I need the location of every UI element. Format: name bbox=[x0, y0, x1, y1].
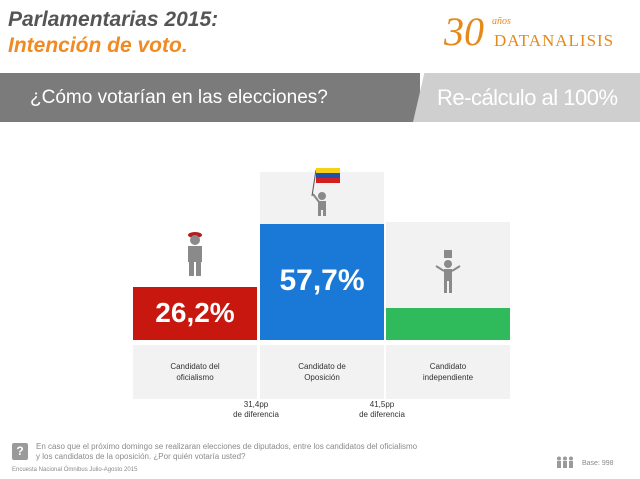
page-subtitle: Intención de voto. bbox=[8, 34, 188, 57]
people-icon bbox=[557, 456, 573, 468]
logo-number: 30 bbox=[444, 9, 484, 54]
recalc-banner bbox=[413, 73, 640, 122]
difference-caption-2: de diferencia bbox=[359, 410, 405, 419]
independent-figure-icon bbox=[435, 249, 461, 293]
datanalisis-logo: 30 años DATANALISIS bbox=[444, 10, 634, 58]
source-note: Encuesta Nacional Ómnibus Julio-Agosto 2… bbox=[12, 467, 138, 473]
value-label-oficialismo: 26,2% bbox=[155, 296, 235, 328]
candidate-label-oficialismo-line-2: oficialismo bbox=[176, 373, 214, 382]
difference-label-1: 31,4pp de diferencia bbox=[216, 400, 296, 420]
question-banner bbox=[0, 73, 420, 122]
candidate-box-oficialismo bbox=[133, 345, 257, 399]
candidate-label-independiente-line-2: independiente bbox=[422, 373, 474, 382]
survey-question-line-2: y los candidatos de la oposición. ¿Por q… bbox=[36, 452, 246, 461]
difference-label-2: 41,5pp de diferencia bbox=[342, 400, 422, 420]
survey-question-line-1: En caso que el próximo domingo se realiz… bbox=[36, 442, 418, 451]
candidate-label-oficialismo-line-1: Candidato del bbox=[170, 362, 220, 371]
official-figure-icon bbox=[188, 232, 202, 277]
banner-recalc: Re-cálculo al 100% bbox=[437, 85, 618, 110]
candidate-label-independiente-line-1: Candidato bbox=[429, 362, 467, 371]
candidate-box-oposicion bbox=[260, 345, 384, 399]
sample-base: Base: 998 bbox=[582, 460, 614, 467]
bar-independiente bbox=[386, 307, 510, 340]
candidate-label-oposicion: Candidato de Oposición bbox=[260, 361, 384, 383]
logo-anos: años bbox=[492, 16, 511, 27]
bar-oposicion bbox=[260, 224, 384, 340]
banner-question: ¿Cómo votarían en las elecciones? bbox=[30, 87, 328, 108]
value-label-independiente: 16,1% bbox=[408, 306, 488, 338]
page-title: Parlamentarias 2015: bbox=[8, 8, 219, 31]
bar-oficialismo bbox=[133, 287, 257, 340]
value-label-oposicion: 57,7% bbox=[279, 264, 365, 297]
candidate-label-oposicion-line-2: Oposición bbox=[304, 373, 340, 382]
candidate-box-independiente bbox=[386, 345, 510, 399]
candidate-label-oposicion-line-1: Candidato de bbox=[298, 362, 346, 371]
candidate-label-independiente: Candidato independiente bbox=[386, 361, 510, 383]
candidate-label-oficialismo: Candidato del oficialismo bbox=[133, 361, 257, 383]
survey-question: En caso que el próximo domingo se realiz… bbox=[36, 442, 506, 462]
difference-value-2: 41,5pp bbox=[369, 400, 395, 409]
opposition-figure-flag-icon bbox=[311, 168, 340, 216]
difference-caption-1: de diferencia bbox=[233, 410, 279, 419]
logo-name: DATANALISIS bbox=[494, 31, 615, 50]
difference-value-1: 31,4pp bbox=[243, 400, 269, 409]
question-mark-icon: ? bbox=[12, 443, 28, 460]
